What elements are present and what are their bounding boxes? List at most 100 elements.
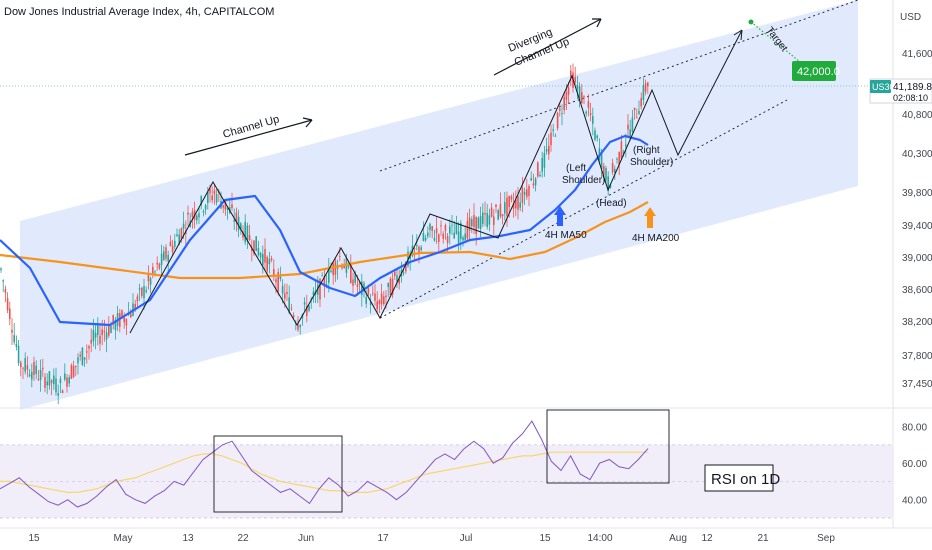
candle-body bbox=[121, 310, 123, 318]
candle-body bbox=[477, 217, 480, 229]
candle-body bbox=[339, 256, 341, 257]
time-tick-label: Jul bbox=[460, 533, 473, 544]
candle-body bbox=[83, 357, 86, 360]
price-tick-label: 38,600.0 bbox=[902, 285, 932, 296]
candle-body bbox=[508, 195, 510, 208]
candle-body bbox=[231, 204, 233, 209]
bar-countdown: 02:08:10 bbox=[893, 93, 928, 103]
candle-body bbox=[196, 215, 198, 221]
candle-body bbox=[303, 302, 306, 305]
candle-body bbox=[532, 183, 535, 186]
candle-body bbox=[242, 231, 244, 238]
candle-body bbox=[253, 240, 255, 254]
candle-body bbox=[369, 301, 372, 305]
drawing-layer bbox=[129, 18, 801, 334]
candle-body bbox=[473, 215, 475, 228]
rsi-tick-label: 80.00 bbox=[902, 423, 927, 434]
candle-body bbox=[248, 235, 251, 240]
candle-body bbox=[64, 373, 66, 380]
head-label: (Head) bbox=[596, 198, 627, 209]
candle-body bbox=[114, 319, 117, 331]
rsi-box-2 bbox=[546, 409, 670, 484]
candle-body bbox=[308, 305, 310, 311]
candle-body bbox=[31, 371, 33, 380]
candle-body bbox=[70, 365, 73, 379]
candle-body bbox=[603, 165, 605, 176]
candle-body bbox=[372, 293, 374, 295]
candle-body bbox=[499, 204, 502, 217]
candle-body bbox=[323, 276, 326, 287]
candle-body bbox=[563, 97, 565, 111]
candle-body bbox=[213, 190, 216, 195]
candle-body bbox=[567, 87, 570, 95]
candle-body bbox=[81, 347, 84, 366]
candle-body bbox=[356, 284, 359, 287]
candle-body bbox=[422, 233, 425, 242]
symbol-tag-box bbox=[870, 80, 891, 93]
candle-body bbox=[123, 317, 125, 323]
candle-body bbox=[273, 268, 275, 277]
candle-body bbox=[306, 305, 308, 316]
candle-body bbox=[169, 241, 172, 246]
candle-body bbox=[490, 207, 493, 217]
candle-body bbox=[312, 291, 315, 295]
candle-body bbox=[295, 323, 297, 325]
candle-body bbox=[105, 332, 108, 340]
candle-body bbox=[455, 224, 458, 234]
candle-body bbox=[486, 213, 488, 228]
candle-body bbox=[262, 254, 264, 266]
candle-body bbox=[581, 92, 583, 104]
candle-body bbox=[86, 351, 88, 353]
candle-body bbox=[638, 110, 640, 115]
candle-body bbox=[495, 204, 497, 207]
ma50-up-arrow bbox=[554, 206, 566, 226]
candle-body bbox=[244, 221, 246, 243]
candle-body bbox=[446, 236, 449, 244]
swing-path bbox=[129, 29, 743, 334]
candle-body bbox=[328, 267, 330, 283]
candle-body bbox=[482, 212, 484, 224]
candle-body bbox=[290, 308, 293, 310]
candle-body bbox=[108, 324, 110, 336]
candle-body bbox=[44, 376, 46, 388]
price-tick-label: 40,800.0 bbox=[902, 110, 932, 121]
candle-body bbox=[268, 258, 271, 265]
candle-body bbox=[211, 195, 213, 201]
candle-body bbox=[270, 258, 273, 261]
candle-body bbox=[152, 266, 154, 275]
candle-body bbox=[222, 205, 224, 208]
candle-body bbox=[160, 253, 163, 265]
time-tick-label: 14:00 bbox=[587, 533, 612, 544]
candle-body bbox=[237, 216, 240, 231]
candle-body bbox=[297, 324, 299, 330]
candle-body bbox=[92, 330, 95, 342]
candle-body bbox=[299, 325, 301, 328]
candle-body bbox=[376, 301, 378, 310]
candle-body bbox=[284, 293, 286, 299]
candle-body bbox=[26, 365, 29, 370]
candle-body bbox=[644, 83, 647, 92]
price-tick-label: 39,800.0 bbox=[902, 188, 932, 199]
candle-body bbox=[266, 257, 268, 272]
time-tick-label: Sep bbox=[817, 533, 835, 544]
candle-body bbox=[317, 284, 319, 295]
candle-body bbox=[374, 293, 376, 301]
candle-body bbox=[88, 346, 90, 349]
candle-body bbox=[332, 263, 334, 275]
time-tick-label: 17 bbox=[377, 533, 389, 544]
candle-body bbox=[576, 85, 579, 89]
candle-body bbox=[402, 272, 405, 274]
candle-body bbox=[449, 226, 451, 234]
candle-body bbox=[264, 248, 266, 263]
candle-body bbox=[180, 228, 183, 240]
candle-body bbox=[592, 116, 594, 124]
candle-body bbox=[389, 278, 392, 296]
time-tick-label: Jun bbox=[298, 533, 314, 544]
time-tick-label: 22 bbox=[237, 533, 249, 544]
price-tick-label: 40,300.0 bbox=[902, 149, 932, 160]
candle-body bbox=[385, 295, 387, 298]
price-tick-label: 38,200.0 bbox=[902, 317, 932, 328]
left-shoulder-label-2: Shoulder) bbox=[562, 175, 605, 186]
candle-body bbox=[550, 132, 552, 146]
